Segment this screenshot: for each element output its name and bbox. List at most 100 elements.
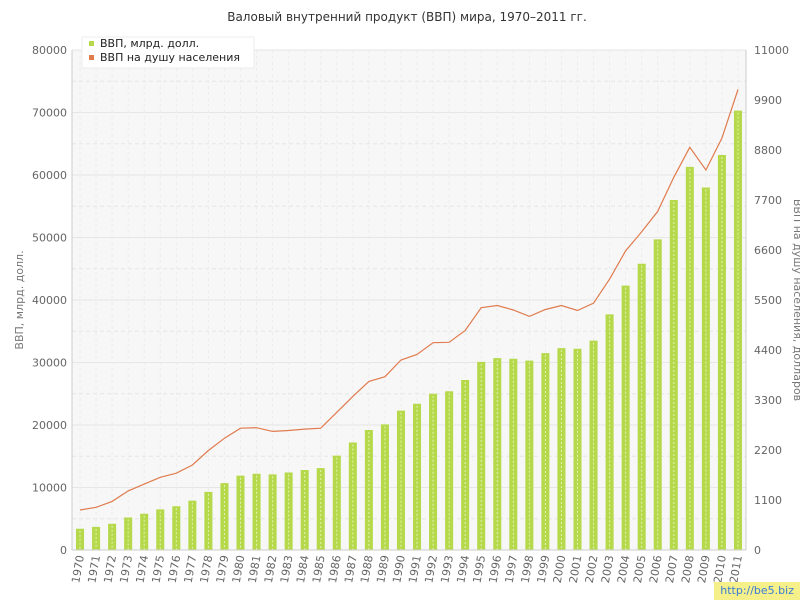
- bar-gdp-1973: [124, 517, 133, 550]
- bar-gdp-1982: [268, 474, 277, 550]
- x-tick-label-1978: 1978: [198, 554, 216, 584]
- x-tick-label-1990: 1990: [390, 554, 408, 584]
- x-tick-label-2006: 2006: [647, 554, 665, 584]
- bar-gdp-2004: [621, 285, 630, 550]
- x-axis-ticks: 1970197119721973197419751976197719781979…: [69, 554, 745, 584]
- x-tick-label-1973: 1973: [117, 554, 135, 584]
- x-tick-label-2011: 2011: [727, 554, 745, 584]
- x-tick-label-1989: 1989: [374, 554, 392, 584]
- x-tick-label-1970: 1970: [69, 554, 87, 584]
- x-tick-label-1999: 1999: [535, 554, 553, 584]
- x-tick-label-1979: 1979: [214, 554, 232, 584]
- x-tick-label-1988: 1988: [358, 554, 376, 584]
- bar-gdp-1977: [188, 500, 197, 550]
- bar-gdp-2002: [589, 340, 598, 550]
- axes: [71, 50, 747, 551]
- x-tick-label-1974: 1974: [134, 554, 152, 584]
- right-tick-label: 6600: [754, 244, 782, 257]
- right-tick-label: 9900: [754, 94, 782, 107]
- bar-gdp-2009: [701, 187, 710, 550]
- x-tick-label-1977: 1977: [182, 554, 200, 584]
- left-axis-ticks: 0 10000 20000 30000 40000 50000 60000 70000 8000…: [32, 44, 67, 557]
- x-tick-label-1994: 1994: [454, 554, 472, 584]
- bar-gdp-1987: [348, 442, 357, 550]
- right-tick-label: 8800: [754, 144, 782, 157]
- left-tick-label: 0: [60, 544, 67, 557]
- x-tick-label-2004: 2004: [615, 554, 633, 584]
- right-axis-title: ВВП на душу населения, долларов: [791, 199, 800, 401]
- x-tick-label-1987: 1987: [342, 554, 360, 584]
- chart-title: Валовый внутренний продукт (ВВП) мира, 1…: [227, 10, 587, 24]
- x-tick-label-1971: 1971: [85, 554, 103, 584]
- x-tick-label-2009: 2009: [695, 554, 713, 584]
- left-tick-label: 60000: [32, 169, 67, 182]
- right-tick-label: 11000: [754, 44, 789, 57]
- right-tick-label: 5500: [754, 294, 782, 307]
- bar-gdp-2003: [605, 314, 614, 550]
- right-tick-label: 7700: [754, 194, 782, 207]
- left-axis-title: ВВП, млрд. долл.: [13, 250, 26, 349]
- bar-gdp-1985: [316, 468, 325, 550]
- x-tick-label-1993: 1993: [438, 554, 456, 584]
- bar-gdp-1994: [461, 380, 470, 550]
- bar-gdp-1979: [220, 483, 229, 550]
- x-tick-label-1995: 1995: [471, 554, 489, 584]
- left-tick-label: 80000: [32, 44, 67, 57]
- x-tick-label-2000: 2000: [551, 554, 569, 584]
- bar-gdp-1975: [156, 509, 165, 550]
- right-tick-label: 1100: [754, 494, 782, 507]
- x-tick-label-2007: 2007: [663, 554, 681, 584]
- right-tick-label: 4400: [754, 344, 782, 357]
- right-tick-label: 2200: [754, 444, 782, 457]
- line-per-capita: [79, 89, 739, 511]
- x-tick-label-1976: 1976: [166, 554, 184, 584]
- bar-gdp-1976: [172, 506, 181, 550]
- x-tick-label-1998: 1998: [519, 554, 537, 584]
- x-tick-label-1996: 1996: [487, 554, 505, 584]
- per-capita-line: [79, 89, 739, 511]
- x-tick-label-1983: 1983: [278, 554, 296, 584]
- x-tick-label-1997: 1997: [503, 554, 521, 584]
- right-tick-label: 0: [754, 544, 761, 557]
- x-tick-label-1985: 1985: [310, 554, 328, 584]
- x-tick-label-1972: 1972: [101, 554, 119, 584]
- right-axis-ticks: 0 1100 2200 3300 4400 5500 6600 7700 8800 9900 110…: [754, 44, 789, 557]
- left-tick-label: 50000: [32, 232, 67, 245]
- legend-swatch-gdp: [89, 41, 94, 46]
- x-tick-label-1992: 1992: [422, 554, 440, 584]
- x-tick-label-1982: 1982: [262, 554, 280, 584]
- bar-gdp-1990: [396, 410, 405, 550]
- bar-gdp-2000: [557, 348, 566, 550]
- left-tick-label: 30000: [32, 357, 67, 370]
- x-tick-label-1975: 1975: [150, 554, 168, 584]
- legend-box: [81, 36, 255, 69]
- x-tick-label-2008: 2008: [679, 554, 697, 584]
- x-tick-label-1981: 1981: [246, 554, 264, 584]
- gdp-bars: [76, 110, 742, 550]
- left-tick-label: 40000: [32, 294, 67, 307]
- right-tick-label: 3300: [754, 394, 782, 407]
- watermark[interactable]: http://be5.biz: [714, 582, 800, 600]
- legend-swatch-per-capita: [89, 55, 94, 60]
- legend: ВВП, млрд. долл. ВВП на душу населения: [81, 36, 255, 69]
- x-tick-label-2010: 2010: [711, 554, 729, 584]
- bar-gdp-1980: [236, 475, 245, 550]
- x-tick-label-1980: 1980: [230, 554, 248, 584]
- x-tick-label-1986: 1986: [326, 554, 344, 584]
- x-tick-label-2003: 2003: [599, 554, 617, 584]
- bar-gdp-1991: [413, 403, 422, 550]
- bar-gdp-1972: [108, 523, 117, 550]
- left-tick-label: 10000: [32, 482, 67, 495]
- x-tick-label-2005: 2005: [631, 554, 649, 584]
- x-tick-label-2002: 2002: [583, 554, 601, 584]
- x-tick-label-1991: 1991: [406, 554, 424, 584]
- left-tick-label: 70000: [32, 107, 67, 120]
- legend-label-per-capita: ВВП на душу населения: [100, 51, 240, 64]
- bar-gdp-2010: [717, 155, 726, 550]
- x-tick-label-1984: 1984: [294, 554, 312, 584]
- x-tick-label-2001: 2001: [567, 554, 585, 584]
- bar-gdp-1978: [204, 491, 213, 550]
- legend-label-gdp: ВВП, млрд. долл.: [100, 37, 199, 50]
- bar-gdp-2001: [573, 348, 582, 550]
